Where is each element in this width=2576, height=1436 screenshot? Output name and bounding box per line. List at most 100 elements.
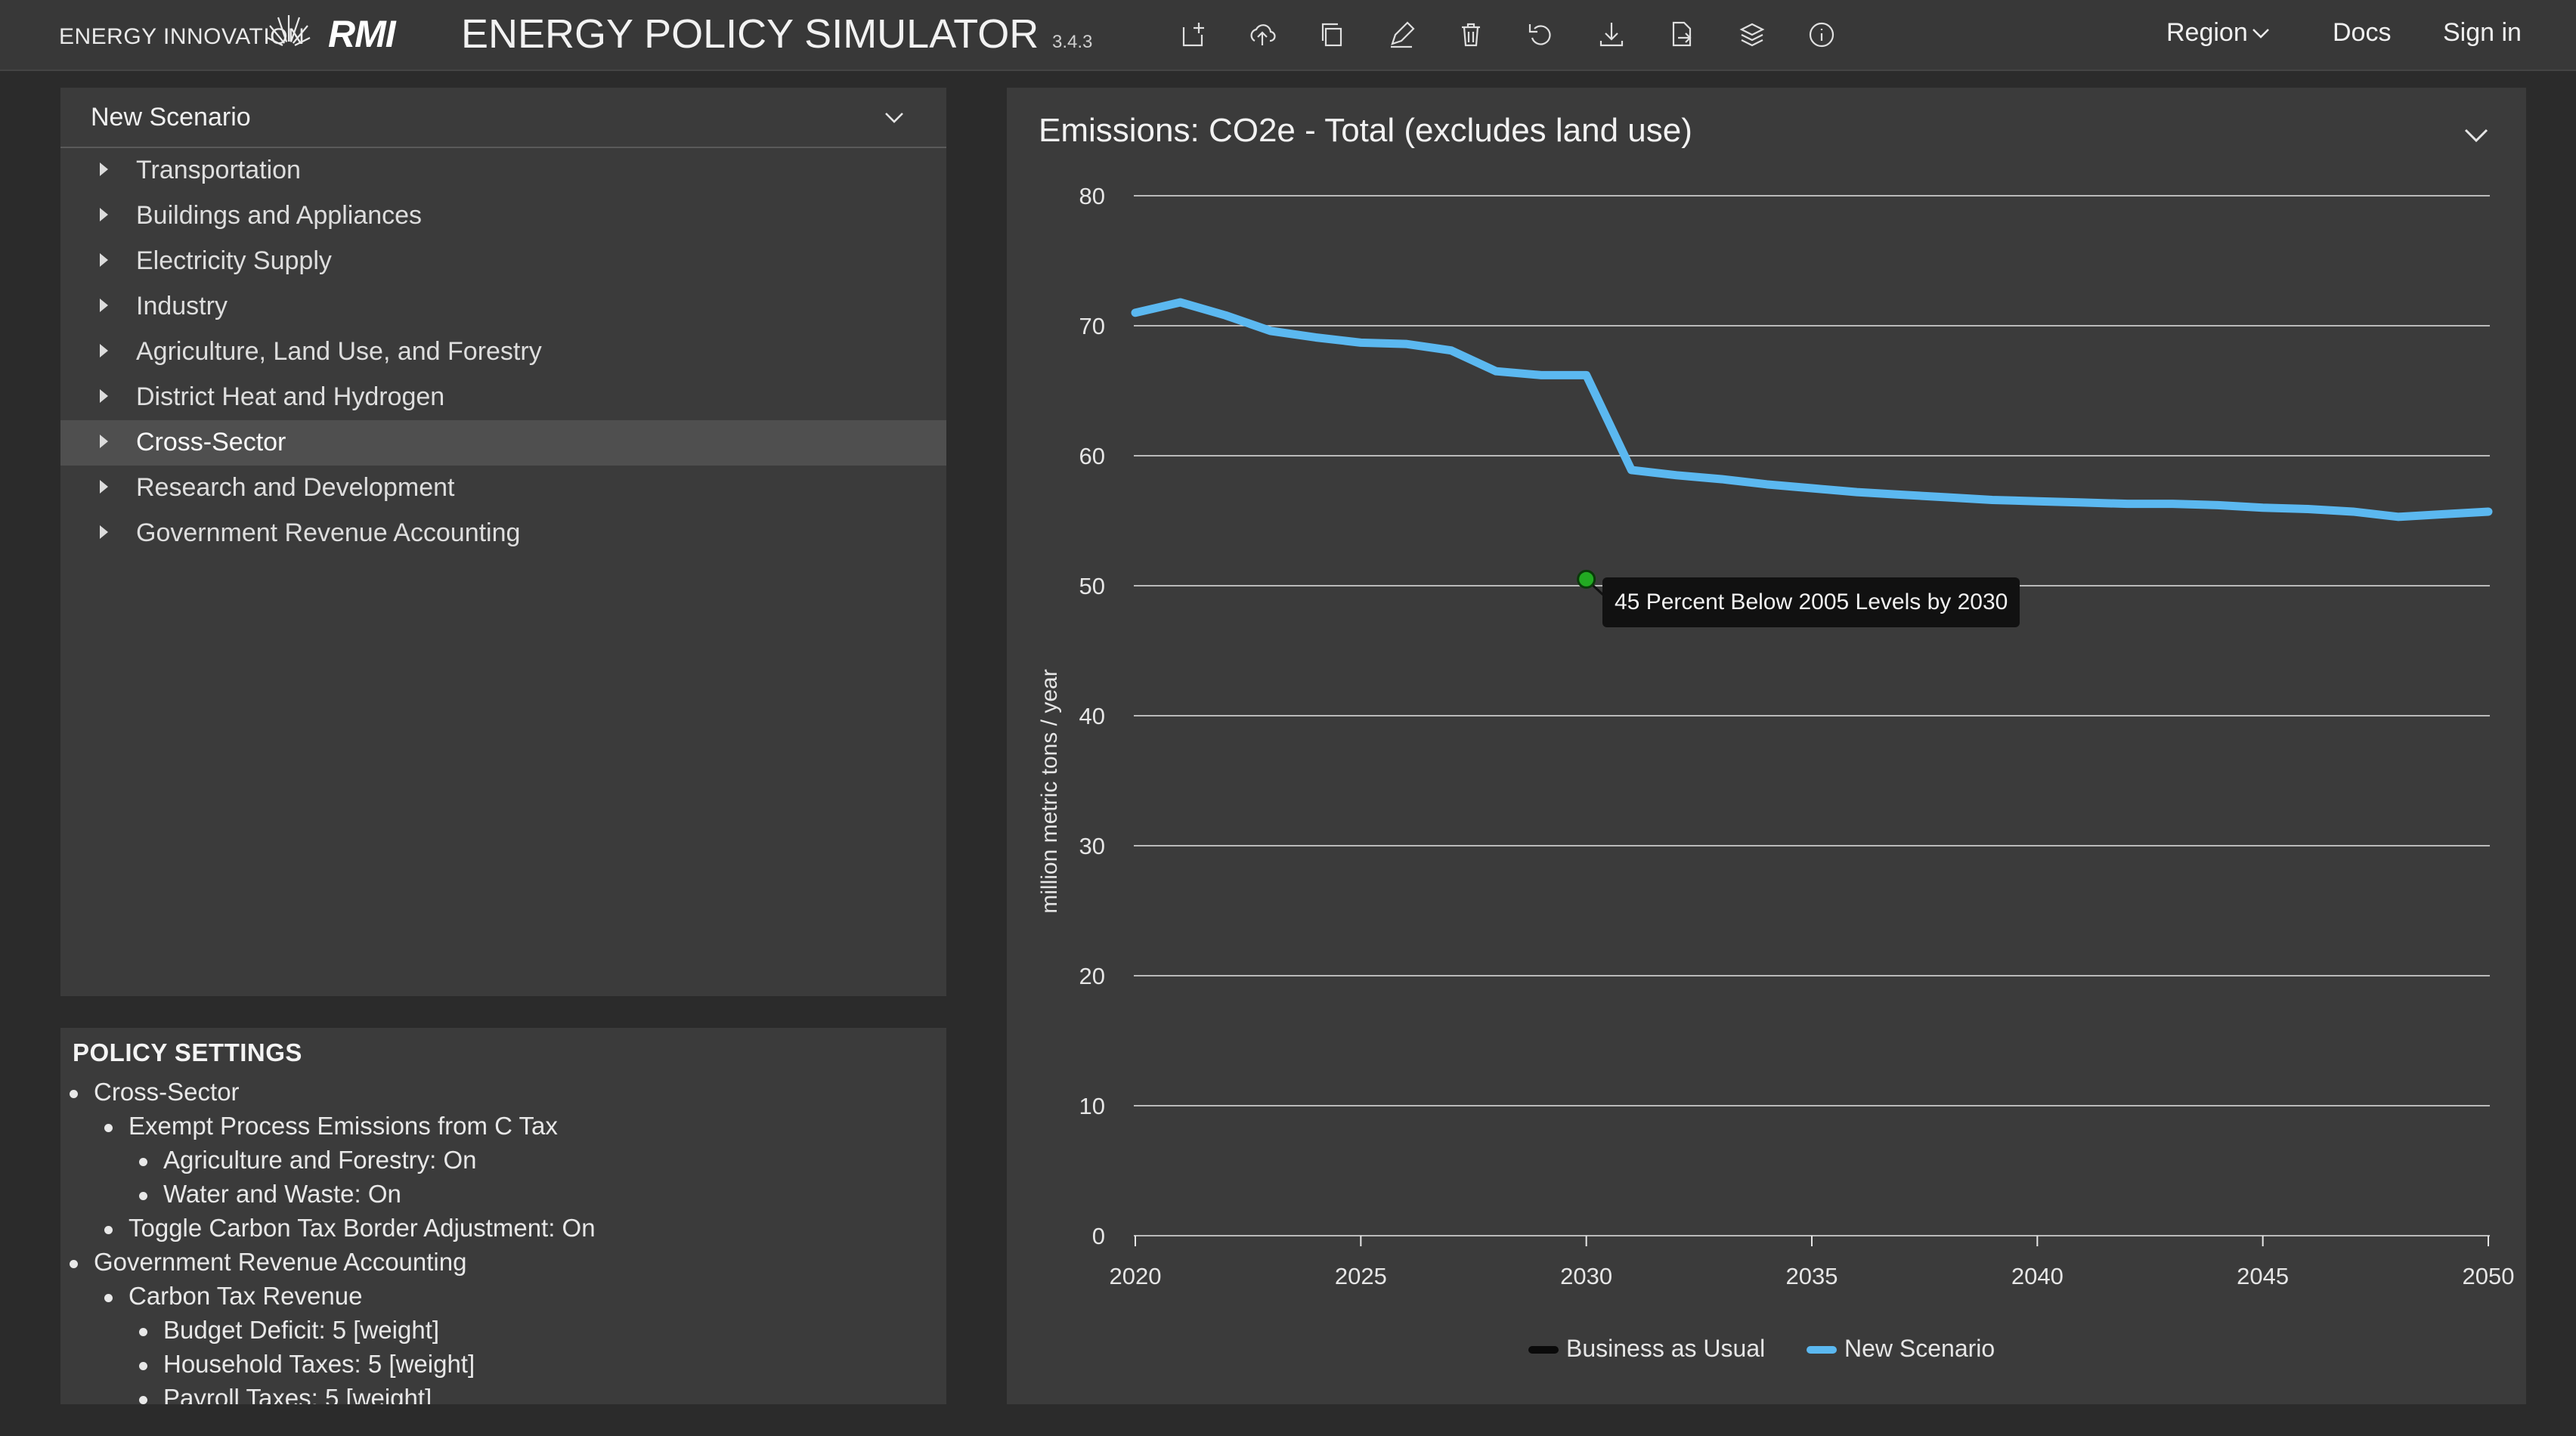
- policy-setting-item: Water and Waste: On: [60, 1178, 946, 1212]
- sidebar-item-cross-sector[interactable]: Cross-Sector: [60, 420, 946, 466]
- policy-setting-text: Government Revenue Accounting: [94, 1248, 467, 1276]
- download-icon[interactable]: [1595, 18, 1628, 51]
- y-tick-label: 70: [1079, 313, 1105, 339]
- chevron-down-icon[interactable]: [881, 104, 907, 130]
- caret-right-icon: [100, 525, 108, 539]
- bullet-icon: [139, 1396, 147, 1404]
- bullet-icon: [70, 1090, 78, 1098]
- sunburst-icon: [267, 15, 311, 53]
- policy-setting-text: Cross-Sector: [94, 1078, 240, 1106]
- docs-link[interactable]: Docs: [2333, 18, 2392, 47]
- region-label: Region: [2166, 18, 2248, 47]
- y-tick-label: 60: [1079, 443, 1105, 469]
- policy-setting-item: Cross-Sector: [60, 1076, 946, 1110]
- caret-right-icon: [100, 480, 108, 494]
- top-bar: ENERGY INNOVATION RMI ENERGY POLICY SIMU…: [0, 0, 2576, 71]
- energy-innovation-logo: ENERGY INNOVATION: [59, 24, 305, 49]
- reset-icon[interactable]: [1524, 18, 1557, 51]
- policy-settings-title: POLICY SETTINGS: [73, 1038, 302, 1066]
- bullet-icon: [139, 1362, 147, 1370]
- series-line-new-scenario: [1131, 298, 2493, 521]
- policy-setting-item: Exempt Process Emissions from C Tax: [60, 1110, 946, 1144]
- chevron-down-icon: [2252, 29, 2269, 39]
- sidebar-item-government-revenue-accounting[interactable]: Government Revenue Accounting: [60, 511, 946, 556]
- policy-setting-text: Agriculture and Forestry: On: [163, 1146, 477, 1174]
- info-icon[interactable]: [1805, 18, 1838, 51]
- x-tick-label: 2040: [2011, 1263, 2064, 1289]
- policy-setting-item: Government Revenue Accounting: [60, 1246, 946, 1280]
- sidebar-item-district-heat-and-hydrogen[interactable]: District Heat and Hydrogen: [60, 375, 946, 420]
- policy-setting-text: Exempt Process Emissions from C Tax: [128, 1112, 558, 1140]
- app-version: 3.4.3: [1052, 32, 1093, 52]
- sidebar-item-label: Transportation: [136, 156, 301, 184]
- bullet-icon: [104, 1124, 113, 1132]
- bullet-icon: [139, 1328, 147, 1336]
- policy-setting-item: Budget Deficit: 5 [weight]: [60, 1314, 946, 1348]
- caret-right-icon: [100, 344, 108, 357]
- x-tick-label: 2045: [2237, 1263, 2289, 1289]
- policy-settings-panel: POLICY SETTINGS Cross-Sector Exempt Proce…: [60, 1028, 946, 1404]
- y-axis-label: million metric tons / year: [1037, 669, 1062, 913]
- chart-title: Emissions: CO2e - Total (excludes land u…: [1039, 112, 1692, 149]
- y-tick-label: 30: [1079, 833, 1105, 859]
- scenario-name: New Scenario: [91, 103, 251, 132]
- policy-setting-text: Payroll Taxes: 5 [weight]: [163, 1384, 432, 1404]
- sidebar-item-label: Government Revenue Accounting: [136, 518, 521, 547]
- y-tick-label: 10: [1079, 1093, 1105, 1119]
- scenario-panel: New Scenario Transportation Buildings and…: [60, 88, 946, 996]
- caret-right-icon: [100, 208, 108, 221]
- sidebar-item-label: Cross-Sector: [136, 428, 286, 456]
- layers-icon[interactable]: [1735, 18, 1769, 51]
- policy-setting-item: Household Taxes: 5 [weight]: [60, 1348, 946, 1382]
- caret-right-icon: [100, 162, 108, 176]
- app-title: ENERGY POLICY SIMULATOR: [461, 11, 1039, 57]
- y-tick-label: 40: [1079, 703, 1105, 729]
- rmi-logo: RMI: [328, 13, 396, 55]
- sidebar-item-label: Agriculture, Land Use, and Forestry: [136, 337, 542, 366]
- policy-setting-text: Carbon Tax Revenue: [128, 1282, 363, 1310]
- region-menu[interactable]: Region: [2166, 18, 2271, 48]
- policy-settings-list: Cross-Sector Exempt Process Emissions fro…: [60, 1076, 946, 1404]
- delete-icon[interactable]: [1454, 18, 1488, 51]
- policy-setting-item: Carbon Tax Revenue: [60, 1280, 946, 1314]
- category-list: Transportation Buildings and Appliances El…: [60, 148, 946, 556]
- sidebar-item-buildings-and-appliances[interactable]: Buildings and Appliances: [60, 193, 946, 239]
- policy-setting-text: Budget Deficit: 5 [weight]: [163, 1316, 440, 1344]
- sign-in-link[interactable]: Sign in: [2443, 18, 2522, 47]
- sidebar-item-label: Industry: [136, 292, 228, 320]
- target-marker[interactable]: [1577, 569, 1596, 589]
- x-tick-label: 2025: [1335, 1263, 1387, 1289]
- y-tick-label: 20: [1079, 963, 1105, 989]
- new-scenario-icon[interactable]: [1176, 18, 1209, 51]
- copy-icon[interactable]: [1315, 18, 1348, 51]
- export-icon[interactable]: [1664, 18, 1698, 51]
- sidebar-item-label: District Heat and Hydrogen: [136, 382, 445, 411]
- y-tick-label: 50: [1079, 573, 1105, 599]
- sidebar-item-industry[interactable]: Industry: [60, 284, 946, 330]
- legend-label: Business as Usual: [1566, 1335, 1766, 1362]
- caret-right-icon: [100, 389, 108, 403]
- sidebar-item-electricity-supply[interactable]: Electricity Supply: [60, 239, 946, 284]
- scenario-selector[interactable]: New Scenario: [60, 88, 946, 148]
- policy-setting-item: Toggle Carbon Tax Border Adjustment: On: [60, 1212, 946, 1246]
- chevron-down-icon[interactable]: [2461, 119, 2491, 150]
- upload-icon[interactable]: [1246, 18, 1279, 51]
- target-tooltip: 45 Percent Below 2005 Levels by 2030: [1602, 577, 2020, 627]
- caret-right-icon: [100, 253, 108, 267]
- x-tick-label: 2020: [1110, 1263, 1162, 1289]
- bullet-icon: [139, 1158, 147, 1166]
- policy-setting-text: Household Taxes: 5 [weight]: [163, 1350, 475, 1378]
- sidebar-item-agriculture-land-use-and-forestry[interactable]: Agriculture, Land Use, and Forestry: [60, 330, 946, 375]
- x-tick-label: 2030: [1560, 1263, 1612, 1289]
- sidebar-item-research-and-development[interactable]: Research and Development: [60, 466, 946, 511]
- edit-icon[interactable]: [1385, 18, 1418, 51]
- sidebar-item-transportation[interactable]: Transportation: [60, 148, 946, 193]
- caret-right-icon: [100, 435, 108, 448]
- bullet-icon: [70, 1260, 78, 1268]
- x-tick-label: 2050: [2463, 1263, 2515, 1289]
- policy-setting-text: Toggle Carbon Tax Border Adjustment: On: [128, 1214, 596, 1242]
- sidebar-item-label: Buildings and Appliances: [136, 201, 423, 230]
- bullet-icon: [104, 1294, 113, 1302]
- y-tick-label: 80: [1079, 183, 1105, 209]
